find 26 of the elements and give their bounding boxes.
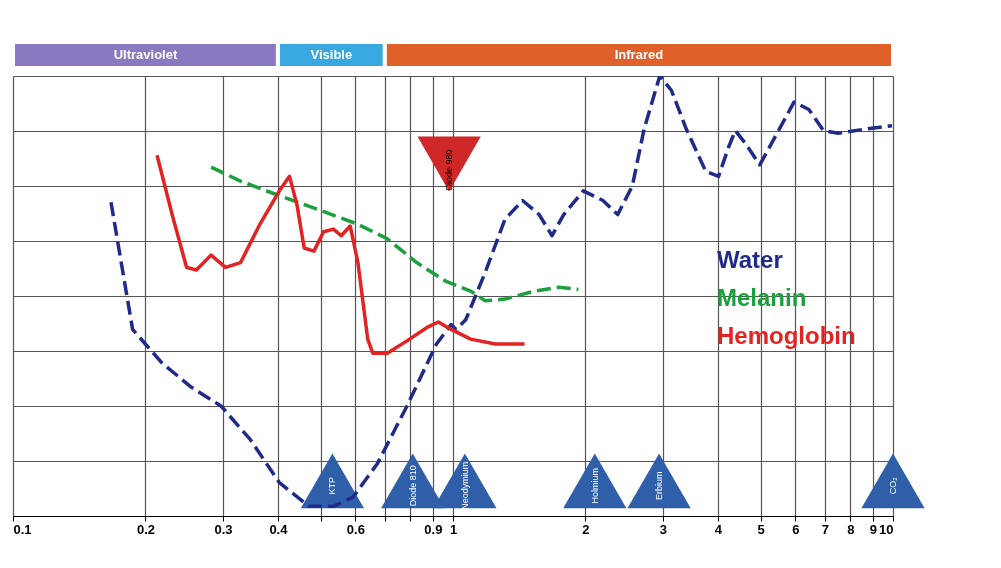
- x-tick-label: 1: [449, 521, 458, 537]
- x-tick-label: 5: [757, 521, 765, 537]
- annotation: Diode 980: [444, 149, 455, 191]
- x-tick-label: 0.1: [13, 521, 32, 537]
- annotation: Diode 810: [407, 465, 418, 507]
- annotation: Holmium: [589, 468, 600, 504]
- x-tick-label: 3: [659, 521, 668, 537]
- x-tick-label: 10: [879, 521, 894, 537]
- x-tick-label: 0.4: [269, 521, 289, 537]
- x-tick-label: 0.6: [346, 521, 365, 537]
- x-tick-label: 9: [869, 521, 877, 537]
- x-tick-label: 8: [847, 521, 855, 537]
- annotation: KTP: [327, 477, 338, 495]
- text: Visible: [310, 47, 353, 62]
- x-tick-label: 6: [792, 521, 800, 537]
- x-tick-label: 7: [821, 521, 829, 537]
- annotation: Erbium: [654, 471, 665, 501]
- annotation: Neodymium: [459, 461, 470, 510]
- text: Infrared: [614, 47, 664, 62]
- x-tick-label: 2: [582, 521, 590, 537]
- text: Ultraviolet: [113, 47, 178, 62]
- annotation: CO₂: [888, 476, 898, 495]
- x-tick-label: 0.2: [136, 521, 155, 537]
- x-tick-label: 0.9: [424, 521, 443, 537]
- x-tick-label: 0.3: [214, 521, 233, 537]
- x-tick-label: 4: [714, 521, 723, 537]
